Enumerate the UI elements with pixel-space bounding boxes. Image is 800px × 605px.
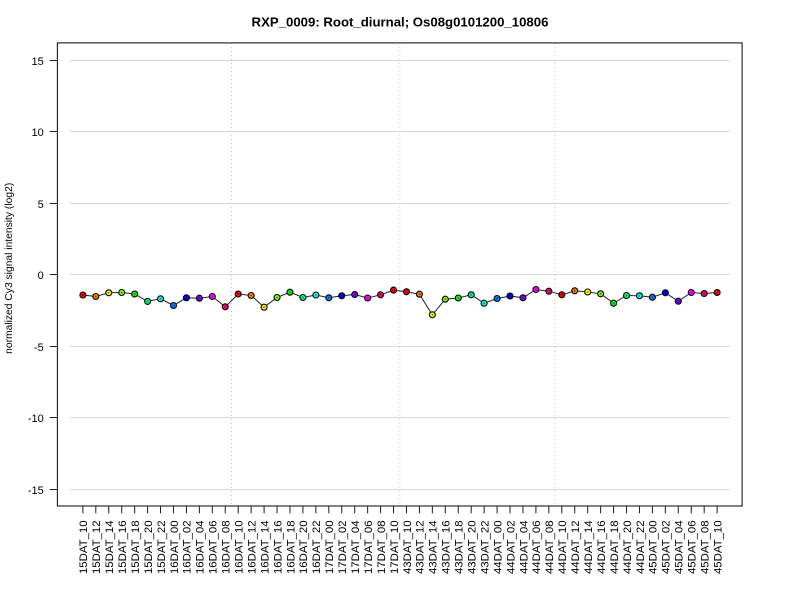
svg-text:44DAT_12: 44DAT_12 — [570, 520, 582, 574]
svg-text:-15: -15 — [28, 485, 44, 497]
svg-text:0: 0 — [38, 270, 44, 282]
svg-text:normalized Cy3 signal intensit: normalized Cy3 signal intensity (log2) — [4, 183, 15, 354]
svg-text:-10: -10 — [28, 413, 44, 425]
svg-text:17DAT_04: 17DAT_04 — [350, 520, 362, 574]
svg-text:16DAT_20: 16DAT_20 — [298, 520, 310, 574]
svg-text:44DAT_16: 44DAT_16 — [596, 520, 608, 574]
svg-text:44DAT_04: 44DAT_04 — [518, 520, 530, 574]
svg-text:16DAT_00: 16DAT_00 — [169, 520, 181, 574]
svg-text:16DAT_12: 16DAT_12 — [246, 520, 258, 574]
svg-text:45DAT_02: 45DAT_02 — [661, 520, 673, 574]
svg-text:43DAT_10: 43DAT_10 — [402, 520, 414, 574]
svg-text:45DAT_10: 45DAT_10 — [712, 520, 724, 574]
svg-text:17DAT_00: 17DAT_00 — [324, 520, 336, 574]
svg-text:17DAT_06: 17DAT_06 — [363, 520, 375, 574]
svg-text:44DAT_00: 44DAT_00 — [492, 520, 504, 574]
svg-text:17DAT_02: 17DAT_02 — [337, 520, 349, 574]
svg-text:43DAT_12: 43DAT_12 — [415, 520, 427, 574]
svg-text:15DAT_16: 15DAT_16 — [117, 520, 129, 574]
svg-text:43DAT_14: 43DAT_14 — [428, 520, 440, 574]
svg-text:15DAT_20: 15DAT_20 — [143, 520, 155, 574]
svg-text:15DAT_22: 15DAT_22 — [156, 520, 168, 574]
svg-text:16DAT_16: 16DAT_16 — [272, 520, 284, 574]
svg-text:43DAT_22: 43DAT_22 — [479, 520, 491, 574]
svg-text:16DAT_22: 16DAT_22 — [311, 520, 323, 574]
svg-text:44DAT_14: 44DAT_14 — [583, 520, 595, 574]
svg-text:15: 15 — [32, 56, 44, 68]
svg-text:15DAT_18: 15DAT_18 — [130, 520, 142, 574]
svg-text:16DAT_06: 16DAT_06 — [208, 520, 220, 574]
svg-text:44DAT_18: 44DAT_18 — [609, 520, 621, 574]
svg-text:16DAT_14: 16DAT_14 — [259, 520, 271, 574]
svg-text:RXP_0009: Root_diurnal; Os08g0: RXP_0009: Root_diurnal; Os08g0101200_108… — [252, 14, 549, 29]
svg-text:43DAT_16: 43DAT_16 — [441, 520, 453, 574]
svg-text:45DAT_04: 45DAT_04 — [674, 520, 686, 574]
svg-text:16DAT_18: 16DAT_18 — [285, 520, 297, 574]
svg-text:17DAT_10: 17DAT_10 — [389, 520, 401, 574]
svg-text:10: 10 — [32, 127, 44, 139]
svg-text:45DAT_00: 45DAT_00 — [648, 520, 660, 574]
svg-text:16DAT_10: 16DAT_10 — [234, 520, 246, 574]
svg-text:44DAT_08: 44DAT_08 — [544, 520, 556, 574]
svg-text:15DAT_12: 15DAT_12 — [91, 520, 103, 574]
svg-text:15DAT_14: 15DAT_14 — [104, 520, 116, 574]
svg-text:-5: -5 — [34, 342, 44, 354]
svg-text:43DAT_18: 43DAT_18 — [454, 520, 466, 574]
svg-text:44DAT_20: 44DAT_20 — [622, 520, 634, 574]
svg-text:44DAT_06: 44DAT_06 — [531, 520, 543, 574]
svg-text:15DAT_10: 15DAT_10 — [78, 520, 90, 574]
svg-text:16DAT_04: 16DAT_04 — [195, 520, 207, 574]
svg-text:17DAT_08: 17DAT_08 — [376, 520, 388, 574]
svg-text:45DAT_08: 45DAT_08 — [699, 520, 711, 574]
svg-text:16DAT_08: 16DAT_08 — [221, 520, 233, 574]
svg-text:44DAT_22: 44DAT_22 — [635, 520, 647, 574]
svg-text:45DAT_06: 45DAT_06 — [687, 520, 699, 574]
svg-text:43DAT_20: 43DAT_20 — [466, 520, 478, 574]
svg-text:44DAT_10: 44DAT_10 — [557, 520, 569, 574]
svg-text:16DAT_02: 16DAT_02 — [182, 520, 194, 574]
svg-text:44DAT_02: 44DAT_02 — [505, 520, 517, 574]
svg-text:5: 5 — [38, 199, 44, 211]
